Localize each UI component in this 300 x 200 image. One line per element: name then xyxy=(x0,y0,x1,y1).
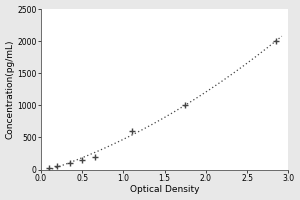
Y-axis label: Concentration(pg/mL): Concentration(pg/mL) xyxy=(6,40,15,139)
X-axis label: Optical Density: Optical Density xyxy=(130,185,200,194)
